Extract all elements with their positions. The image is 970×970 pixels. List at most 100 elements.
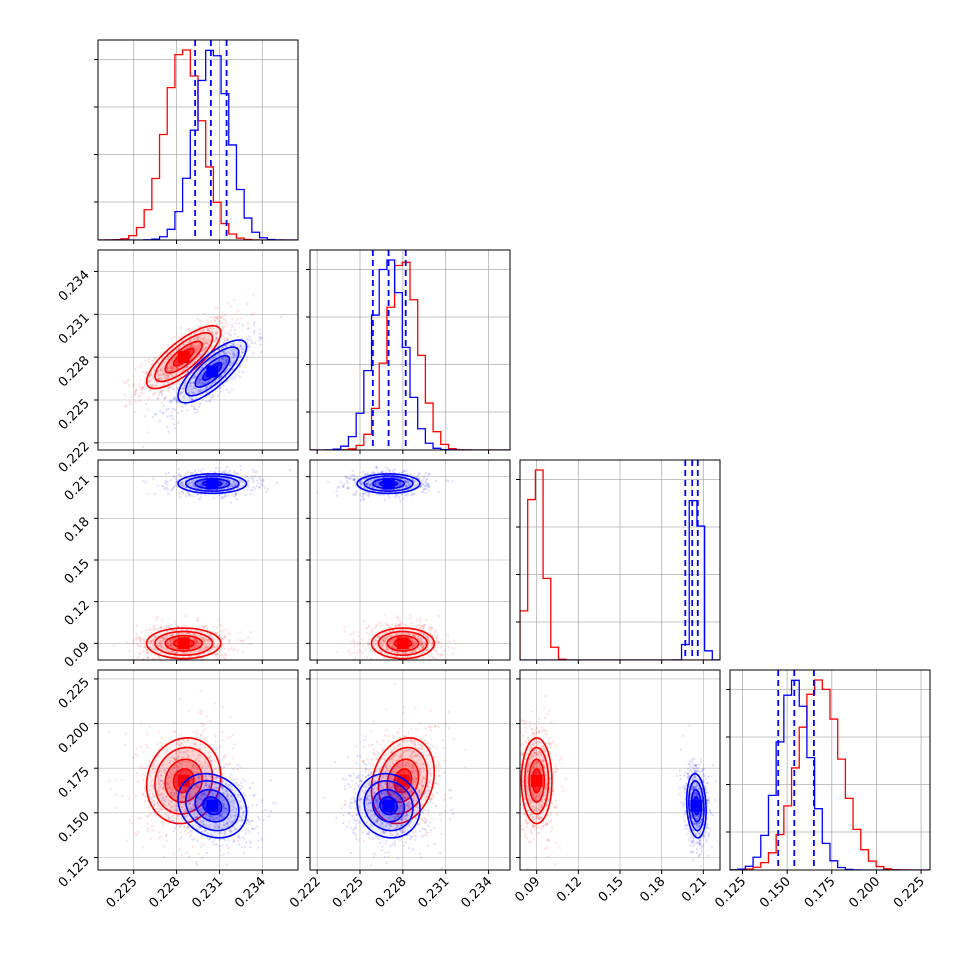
scatter-point xyxy=(217,348,221,351)
scatter-point xyxy=(420,643,423,646)
scatter-point xyxy=(204,794,207,798)
scatter-point xyxy=(158,419,161,423)
scatter-point xyxy=(161,639,164,642)
scatter-point xyxy=(157,642,161,645)
scatter-point xyxy=(170,359,174,362)
scatter-point xyxy=(413,479,417,483)
scatter-point xyxy=(210,331,214,334)
scatter-point xyxy=(167,625,171,628)
scatter-point xyxy=(183,384,186,387)
scatter-point xyxy=(168,817,171,820)
scatter-point xyxy=(260,337,263,340)
scatter-point xyxy=(157,804,160,807)
scatter-point xyxy=(218,319,222,323)
scatter-point xyxy=(175,637,178,640)
scatter-point xyxy=(144,359,147,362)
scatter-point xyxy=(199,389,202,392)
scatter-point xyxy=(252,485,255,489)
scatter-point xyxy=(156,649,159,652)
scatter-point xyxy=(422,645,425,648)
scatter-point xyxy=(145,373,148,376)
panel-2-2 xyxy=(516,459,721,664)
scatter-point xyxy=(184,486,187,489)
scatter-point xyxy=(198,378,201,381)
scatter-point xyxy=(376,482,380,485)
scatter-point xyxy=(226,338,229,341)
scatter-point xyxy=(151,768,155,771)
scatter-point xyxy=(218,377,221,380)
scatter-point xyxy=(195,408,199,411)
scatter-point xyxy=(203,746,207,749)
scatter-point xyxy=(158,409,162,413)
scatter-point xyxy=(393,468,397,471)
scatter-point xyxy=(209,396,213,399)
scatter-point xyxy=(379,642,382,645)
scatter-point xyxy=(169,644,173,647)
scatter-point xyxy=(198,346,201,349)
scatter-point xyxy=(251,352,255,355)
scatter-point xyxy=(196,338,199,341)
scatter-point xyxy=(168,802,171,805)
scatter-point xyxy=(222,481,225,485)
scatter-point xyxy=(233,355,236,358)
scatter-point xyxy=(215,645,218,648)
scatter-point xyxy=(191,345,194,348)
scatter-point xyxy=(375,642,378,646)
scatter-point xyxy=(371,628,374,631)
scatter-point xyxy=(180,391,183,394)
scatter-point xyxy=(212,356,215,360)
scatter-point xyxy=(219,387,222,390)
scatter-point xyxy=(226,793,230,796)
scatter-point xyxy=(166,480,169,483)
scatter-point xyxy=(128,650,131,653)
scatter-point xyxy=(415,624,419,628)
scatter-point xyxy=(200,797,203,800)
scatter-point xyxy=(224,762,227,766)
scatter-point xyxy=(218,745,221,749)
scatter-point xyxy=(375,623,378,626)
scatter-point xyxy=(165,395,168,399)
scatter-point xyxy=(419,636,422,640)
scatter-point xyxy=(406,675,408,677)
scatter-point xyxy=(170,787,173,790)
scatter-point xyxy=(202,329,205,333)
scatter-point xyxy=(198,405,201,409)
scatter-point xyxy=(377,484,380,487)
scatter-point xyxy=(199,818,202,822)
scatter-point xyxy=(438,641,441,644)
scatter-point xyxy=(446,633,450,637)
scatter-point xyxy=(168,644,171,647)
scatter-point xyxy=(223,636,226,640)
scatter-point xyxy=(431,655,434,658)
scatter-point xyxy=(180,392,183,395)
scatter-point xyxy=(174,480,178,484)
scatter-point xyxy=(208,756,211,759)
scatter-point xyxy=(216,330,220,334)
scatter-point xyxy=(159,384,163,388)
scatter-point xyxy=(419,642,422,646)
scatter-point xyxy=(266,487,270,490)
scatter-point xyxy=(207,785,210,788)
scatter-point xyxy=(401,651,405,655)
scatter-point xyxy=(220,315,223,318)
scatter-point xyxy=(383,639,386,643)
scatter-point xyxy=(149,651,153,655)
scatter-point xyxy=(182,368,185,371)
scatter-point xyxy=(167,818,171,821)
scatter-point xyxy=(135,834,138,837)
scatter-point xyxy=(222,802,225,806)
scatter-point xyxy=(422,476,426,479)
scatter-point xyxy=(232,747,235,750)
scatter-point xyxy=(208,398,212,402)
scatter-point xyxy=(411,644,415,648)
scatter-point xyxy=(379,470,383,474)
scatter-point xyxy=(352,478,355,482)
scatter-point xyxy=(173,336,176,339)
scatter-point xyxy=(187,831,191,835)
scatter-point xyxy=(168,644,171,647)
scatter-point xyxy=(261,484,264,487)
scatter-point xyxy=(196,493,199,496)
scatter-point xyxy=(157,377,161,380)
scatter-point xyxy=(203,493,207,497)
